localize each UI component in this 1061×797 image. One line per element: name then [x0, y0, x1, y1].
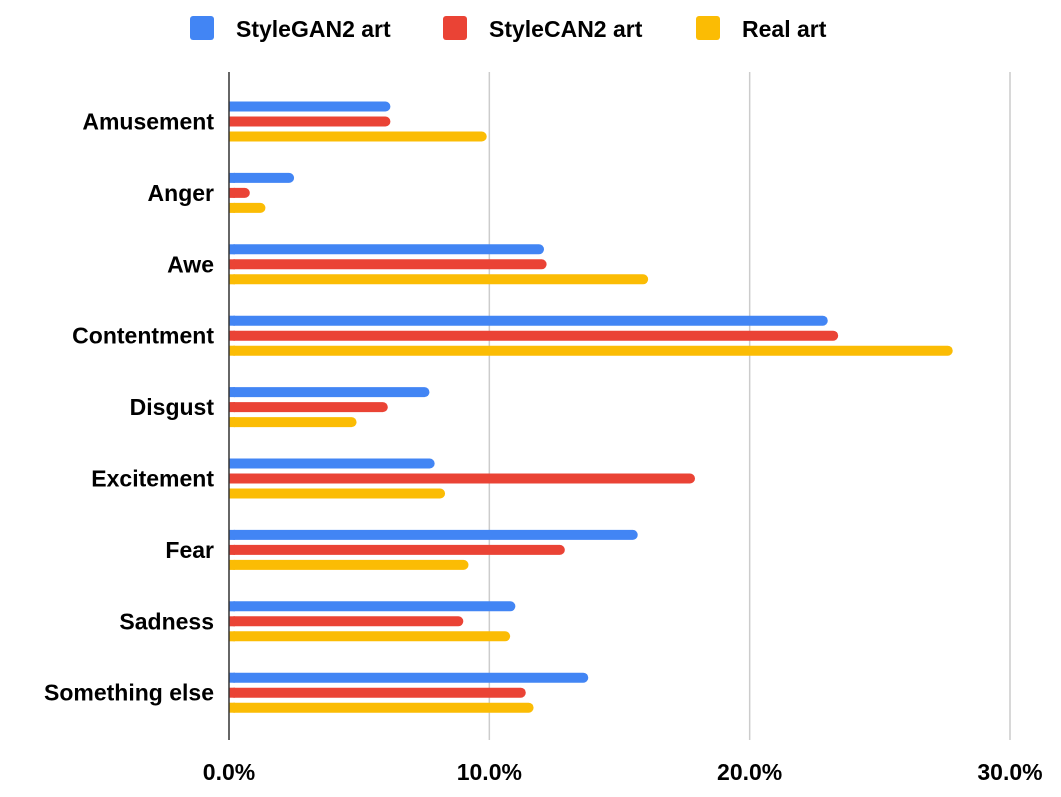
bar-stylecan2-art [229, 687, 526, 698]
category-label: Disgust [130, 394, 215, 420]
bar-base-stylegan2-art [229, 672, 235, 683]
bar-real-art [229, 417, 357, 428]
bar-real-art [229, 202, 266, 213]
bar-stylegan2-art [229, 458, 435, 469]
legend-swatch [190, 16, 214, 40]
bar-base-stylegan2-art [229, 315, 235, 326]
bar-stylegan2-art [229, 244, 545, 255]
bar-stylegan2-art [229, 529, 638, 540]
bar-base-real-art [229, 631, 235, 642]
bar-base-stylecan2-art [229, 473, 235, 484]
category-labels: Amusement Anger Awe Contentment Disgust Excit… [44, 109, 214, 706]
bar-real-art [229, 631, 511, 642]
x-tick-label: 0.0% [203, 759, 255, 785]
bar-base-real-art [229, 488, 235, 499]
bar-stylecan2-art [229, 330, 839, 341]
bar-base-stylecan2-art [229, 330, 235, 341]
bar-stylegan2-art [229, 315, 828, 326]
bar-stylegan2-art [229, 601, 516, 612]
bar-stylegan2-art [229, 387, 430, 398]
bar-base-stylegan2-art [229, 172, 235, 183]
category-label: Sadness [119, 608, 214, 634]
bar-real-art [229, 559, 469, 570]
bars [229, 101, 953, 713]
bar-stylecan2-art [229, 616, 464, 627]
legend-swatch [696, 16, 720, 40]
bar-base-stylegan2-art [229, 529, 235, 540]
bar-real-art [229, 274, 649, 285]
category-label: Fear [165, 537, 214, 563]
bar-stylegan2-art [229, 672, 589, 683]
category-label: Amusement [82, 109, 214, 135]
bar-base-stylegan2-art [229, 244, 235, 255]
legend-label: StyleCAN2 art [489, 16, 643, 42]
bar-base-stylecan2-art [229, 544, 235, 555]
bar-stylecan2-art [229, 402, 388, 413]
x-tick-labels: 0.0% 10.0% 20.0% 30.0% [203, 759, 1043, 785]
bar-base-real-art [229, 702, 235, 713]
category-label: Excitement [91, 466, 214, 492]
bar-base-stylegan2-art [229, 601, 235, 612]
x-tick-label: 20.0% [717, 759, 782, 785]
bar-real-art [229, 702, 534, 713]
gridlines [488, 72, 1011, 740]
bar-base-real-art [229, 274, 235, 285]
legend-swatch [443, 16, 467, 40]
bar-base-stylecan2-art [229, 187, 235, 198]
bar-base-stylegan2-art [229, 101, 235, 112]
legend-label: StyleGAN2 art [236, 16, 391, 42]
bar-base-real-art [229, 345, 235, 356]
bar-stylecan2-art [229, 259, 547, 270]
x-tick-label: 30.0% [977, 759, 1042, 785]
legend-label: Real art [742, 16, 827, 42]
bar-base-stylecan2-art [229, 402, 235, 413]
category-label: Awe [167, 251, 214, 277]
category-label: Contentment [72, 323, 214, 349]
bar-stylecan2-art [229, 544, 565, 555]
bar-stylegan2-art [229, 172, 295, 183]
category-label: Something else [44, 680, 214, 706]
category-label: Anger [148, 180, 215, 206]
bar-base-stylegan2-art [229, 458, 235, 469]
bar-base-real-art [229, 559, 235, 570]
bar-base-stylecan2-art [229, 259, 235, 270]
bar-stylegan2-art [229, 101, 391, 112]
bar-base-stylecan2-art [229, 687, 235, 698]
bar-stylecan2-art [229, 116, 391, 127]
x-tick-label: 10.0% [457, 759, 522, 785]
bar-base-real-art [229, 417, 235, 428]
bar-real-art [229, 345, 953, 356]
bar-real-art [229, 131, 487, 142]
bar-base-stylecan2-art [229, 616, 235, 627]
bar-base-real-art [229, 202, 235, 213]
bar-base-stylecan2-art [229, 116, 235, 127]
bar-base-real-art [229, 131, 235, 142]
legend: StyleGAN2 art StyleCAN2 art Real art [190, 16, 827, 42]
bar-real-art [229, 488, 446, 499]
bar-base-stylegan2-art [229, 387, 235, 398]
bar-stylecan2-art [229, 473, 695, 484]
